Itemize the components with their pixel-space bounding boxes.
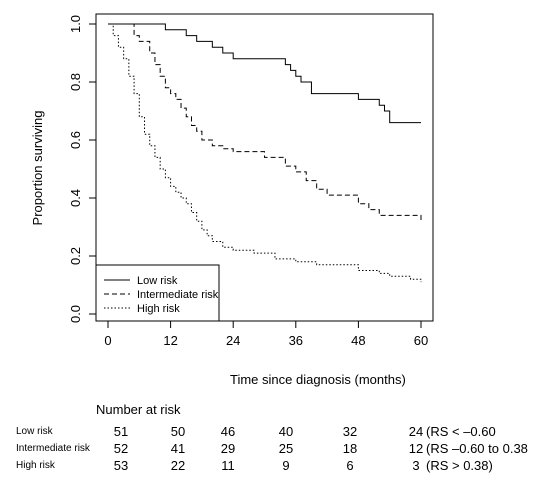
x-tick-label: 0	[104, 333, 111, 348]
legend-label: Intermediate risk	[137, 289, 219, 301]
at-risk-count: 24	[408, 424, 424, 439]
x-tick-label: 60	[414, 333, 428, 348]
at-risk-count: 53	[113, 458, 129, 473]
y-tick-label: 0.0	[68, 305, 83, 323]
y-tick-label: 0.8	[68, 73, 83, 91]
y-tick-label: 0.2	[68, 247, 83, 265]
at-risk-count: 40	[278, 424, 294, 439]
at-risk-count: 11	[221, 458, 235, 473]
at-risk-count: 51	[113, 424, 129, 439]
y-axis-label: Proportion surviving	[30, 111, 45, 226]
x-tick-label: 24	[226, 333, 240, 348]
legend-box	[95, 264, 220, 322]
x-tick-label: 12	[163, 333, 177, 348]
at-risk-count: 41	[170, 441, 186, 456]
at-risk-count: 9	[282, 458, 290, 473]
survival-curve-series-1	[108, 23, 422, 222]
risk-score-range: (RS < –0.60	[426, 424, 496, 439]
at-risk-count: 18	[342, 441, 358, 456]
at-risk-count: 22	[170, 458, 186, 473]
survival-chart: 0 12 24 36 48 60 0.0 0.2 0.4 0.6 0.8 1.0 Time sinc…	[30, 13, 434, 387]
y-tick-label: 0.4	[68, 189, 83, 207]
number-at-risk-row: Intermediate risk 52 41 29 25 18 12 (RS –0.60 t…	[0, 441, 550, 457]
at-risk-count: 3	[412, 458, 420, 473]
number-at-risk-row: High risk 53 22 11 9 6 3 (RS > 0.38)	[0, 458, 550, 474]
risk-score-range: (RS > 0.38)	[426, 458, 493, 473]
survival-curve-series-0	[108, 23, 421, 124]
legend-label: High risk	[137, 303, 180, 315]
at-risk-count: 50	[170, 424, 186, 439]
x-axis: 0 12 24 36 48 60	[104, 320, 428, 348]
risk-group-label: Low risk	[16, 426, 53, 437]
survival-curves	[108, 23, 422, 283]
number-at-risk-title: Number at risk	[96, 402, 181, 417]
risk-group-label: High risk	[16, 460, 55, 471]
at-risk-count: 6	[346, 458, 354, 473]
at-risk-count: 12	[408, 441, 424, 456]
at-risk-count: 52	[113, 441, 129, 456]
risk-group-label: Intermediate risk	[16, 443, 90, 454]
number-at-risk-row: Low risk 51 50 46 40 32 24 (RS < –0.60	[0, 424, 550, 440]
x-tick-label: 48	[351, 333, 365, 348]
y-tick-label: 0.6	[68, 131, 83, 149]
x-tick-label: 36	[289, 333, 303, 348]
survival-curve-series-2	[108, 23, 422, 283]
at-risk-count: 29	[220, 441, 236, 456]
at-risk-count: 32	[342, 424, 358, 439]
at-risk-count: 46	[220, 424, 236, 439]
at-risk-count: 25	[278, 441, 294, 456]
y-tick-label: 1.0	[68, 15, 83, 33]
x-axis-label: Time since diagnosis (months)	[230, 372, 406, 387]
legend-label: Low risk	[137, 275, 178, 287]
legend: Low risk Intermediate risk High risk	[95, 264, 220, 322]
y-axis: 0.0 0.2 0.4 0.6 0.8 1.0	[68, 15, 97, 323]
risk-score-range: (RS –0.60 to 0.38	[426, 441, 528, 456]
